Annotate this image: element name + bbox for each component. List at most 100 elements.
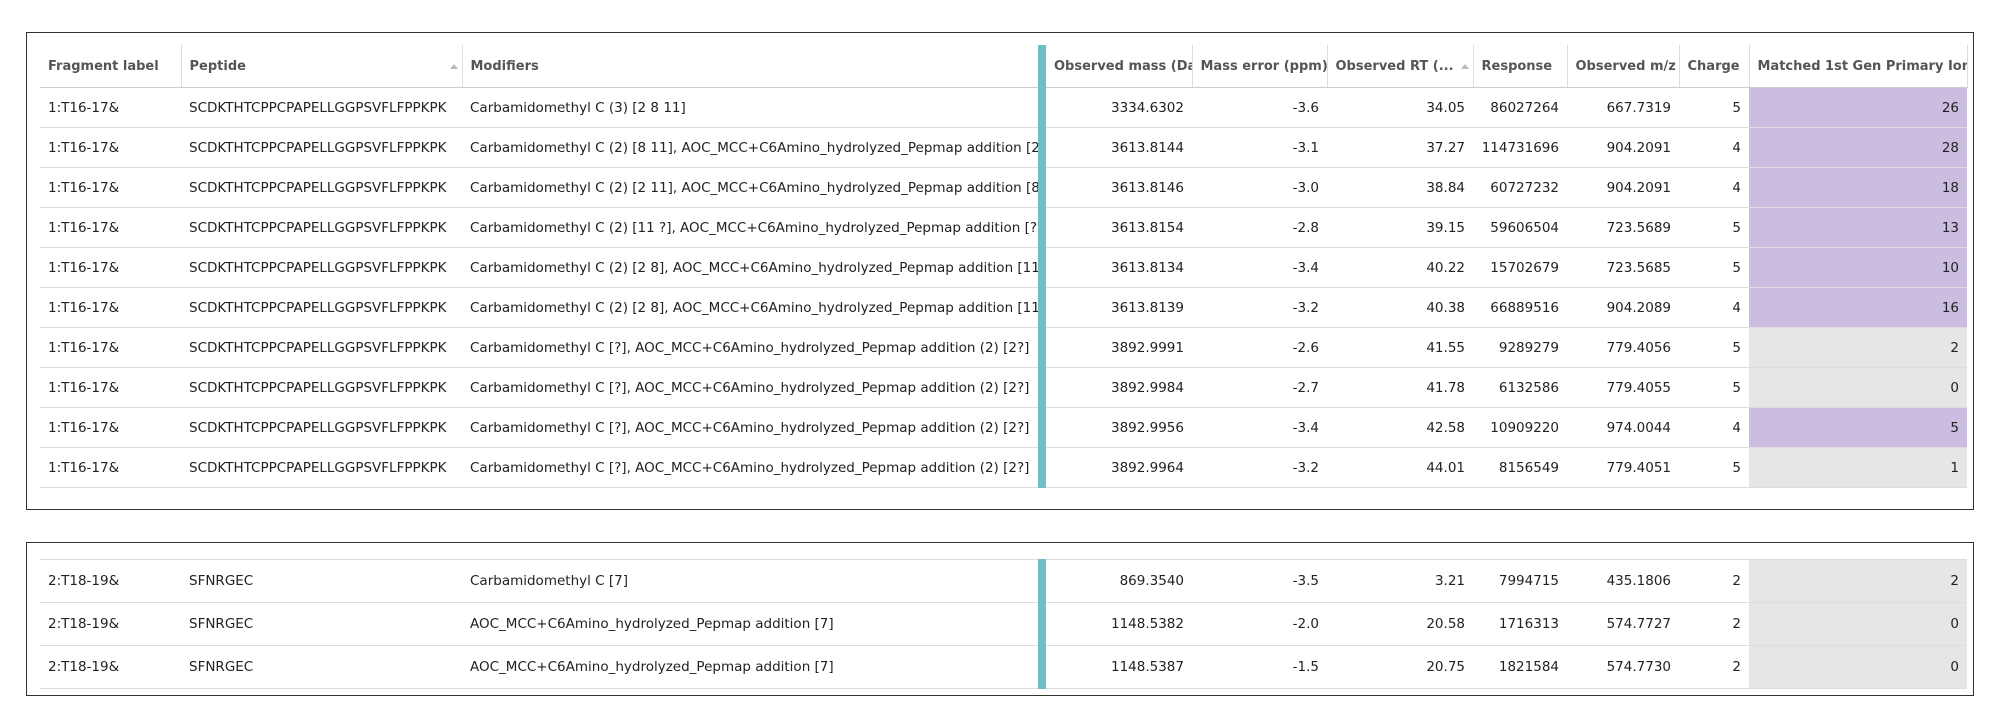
table-cell: 2:T18-19& <box>40 559 181 603</box>
table-cell: 5 <box>1679 327 1749 368</box>
table-cell: 41.55 <box>1327 327 1473 368</box>
table-cell: 3613.8134 <box>1038 247 1192 288</box>
table-cell: 1:T16-17& <box>40 447 181 488</box>
table-cell: 2:T18-19& <box>40 602 181 646</box>
table-cell: 779.4056 <box>1567 327 1679 368</box>
table-row[interactable]: 1:T16-17& SCDKTHTCPPCPAPELLGGPSVFLFPPKPK C… <box>40 247 1967 288</box>
column-header[interactable]: Observed mass (Da) <box>1038 45 1193 88</box>
table-cell: -1.5 <box>1192 645 1327 689</box>
fragment-table-panel: 2:T18-19& SFNRGEC Carbamidomethyl C [7] 869… <box>26 542 1974 696</box>
fragment-table-panel: Fragment label Peptide Modifiers Observed m… <box>26 32 1974 510</box>
table-cell: SCDKTHTCPPCPAPELLGGPSVFLFPPKPK <box>181 447 462 488</box>
table-cell: 1:T16-17& <box>40 127 181 168</box>
table-row[interactable]: 1:T16-17& SCDKTHTCPPCPAPELLGGPSVFLFPPKPK C… <box>40 87 1967 128</box>
table-cell: 2 <box>1679 602 1749 646</box>
table-cell: Carbamidomethyl C [?], AOC_MCC+C6Amino_h… <box>462 327 1042 368</box>
table-cell: SFNRGEC <box>181 645 462 689</box>
table-cell: 1:T16-17& <box>40 367 181 408</box>
table-cell: 40.22 <box>1327 247 1473 288</box>
table-cell: 2 <box>1749 327 1967 368</box>
table-cell: 0 <box>1749 645 1967 689</box>
table-cell: 904.2091 <box>1567 127 1679 168</box>
table-cell: 18 <box>1749 167 1967 208</box>
table-cell: 667.7319 <box>1567 87 1679 128</box>
table-row[interactable]: 2:T18-19& SFNRGEC Carbamidomethyl C [7] 869… <box>40 559 1967 603</box>
table-cell: 4 <box>1679 407 1749 448</box>
column-header[interactable]: Observed RT (... <box>1327 45 1474 88</box>
table-cell: 41.78 <box>1327 367 1473 408</box>
table-cell: AOC_MCC+C6Amino_hydrolyzed_Pepmap additi… <box>462 645 1042 689</box>
table-cell: 5 <box>1679 207 1749 248</box>
table-row[interactable]: 1:T16-17& SCDKTHTCPPCPAPELLGGPSVFLFPPKPK C… <box>40 167 1967 208</box>
table-cell: 904.2089 <box>1567 287 1679 328</box>
table-cell: 3613.8146 <box>1038 167 1192 208</box>
table-cell: 5 <box>1679 367 1749 408</box>
column-header[interactable]: Response <box>1473 45 1568 88</box>
table-cell: 16 <box>1749 287 1967 328</box>
table-cell: 1148.5387 <box>1038 645 1192 689</box>
table-cell: 869.3540 <box>1038 559 1192 603</box>
table-cell: Carbamidomethyl C [?], AOC_MCC+C6Amino_h… <box>462 447 1042 488</box>
table-cell: 974.0044 <box>1567 407 1679 448</box>
table-cell: 0 <box>1749 602 1967 646</box>
fragment-table: 2:T18-19& SFNRGEC Carbamidomethyl C [7] 869… <box>40 559 1967 689</box>
table-cell: 1:T16-17& <box>40 287 181 328</box>
table-cell: 44.01 <box>1327 447 1473 488</box>
table-cell: -2.8 <box>1192 207 1327 248</box>
table-cell: 779.4051 <box>1567 447 1679 488</box>
table-cell: 723.5689 <box>1567 207 1679 248</box>
table-cell: 34.05 <box>1327 87 1473 128</box>
table-cell: 1:T16-17& <box>40 247 181 288</box>
table-cell: -2.7 <box>1192 367 1327 408</box>
table-cell: -3.1 <box>1192 127 1327 168</box>
table-cell: 26 <box>1749 87 1967 128</box>
fragment-table: Fragment label Peptide Modifiers Observed m… <box>40 45 1968 488</box>
table-cell: Carbamidomethyl C (2) [11 ?], AOC_MCC+C6… <box>462 207 1042 248</box>
table-cell: 1:T16-17& <box>40 407 181 448</box>
table-row[interactable]: 1:T16-17& SCDKTHTCPPCPAPELLGGPSVFLFPPKPK C… <box>40 367 1967 408</box>
table-cell: SCDKTHTCPPCPAPELLGGPSVFLFPPKPK <box>181 167 462 208</box>
table-row[interactable]: 1:T16-17& SCDKTHTCPPCPAPELLGGPSVFLFPPKPK C… <box>40 447 1967 488</box>
table-cell: 3892.9991 <box>1038 327 1192 368</box>
table-cell: Carbamidomethyl C [?], AOC_MCC+C6Amino_h… <box>462 407 1042 448</box>
column-header[interactable]: Mass error (ppm) <box>1192 45 1328 88</box>
table-row[interactable]: 2:T18-19& SFNRGEC AOC_MCC+C6Amino_hydrolyz… <box>40 602 1967 646</box>
table-cell: 723.5685 <box>1567 247 1679 288</box>
column-header[interactable]: Matched 1st Gen Primary Ions <box>1749 45 1968 88</box>
table-cell: 2 <box>1679 645 1749 689</box>
column-header[interactable]: Peptide <box>181 45 463 88</box>
table-row[interactable]: 1:T16-17& SCDKTHTCPPCPAPELLGGPSVFLFPPKPK C… <box>40 287 1967 328</box>
table-row[interactable]: 1:T16-17& SCDKTHTCPPCPAPELLGGPSVFLFPPKPK C… <box>40 407 1967 448</box>
table-cell: Carbamidomethyl C (2) [2 8], AOC_MCC+C6A… <box>462 287 1042 328</box>
table-cell: 1:T16-17& <box>40 327 181 368</box>
table-cell: Carbamidomethyl C (3) [2 8 11] <box>462 87 1042 128</box>
table-cell: 5 <box>1679 87 1749 128</box>
column-header[interactable]: Modifiers <box>462 45 1043 88</box>
table-cell: 1716313 <box>1473 602 1567 646</box>
table-row[interactable]: 2:T18-19& SFNRGEC AOC_MCC+C6Amino_hydrolyz… <box>40 645 1967 689</box>
table-cell: -3.5 <box>1192 559 1327 603</box>
table-cell: -3.2 <box>1192 447 1327 488</box>
table-cell: 38.84 <box>1327 167 1473 208</box>
table-cell: 37.27 <box>1327 127 1473 168</box>
table-cell: 13 <box>1749 207 1967 248</box>
table-cell: 1 <box>1749 447 1967 488</box>
table-cell: 3613.8154 <box>1038 207 1192 248</box>
table-cell: 86027264 <box>1473 87 1567 128</box>
table-row[interactable]: 1:T16-17& SCDKTHTCPPCPAPELLGGPSVFLFPPKPK C… <box>40 127 1967 168</box>
column-header[interactable]: Fragment label <box>40 45 182 88</box>
table-row[interactable]: 1:T16-17& SCDKTHTCPPCPAPELLGGPSVFLFPPKPK C… <box>40 207 1967 248</box>
column-header[interactable]: Observed m/z <box>1567 45 1680 88</box>
table-cell: SCDKTHTCPPCPAPELLGGPSVFLFPPKPK <box>181 367 462 408</box>
table-cell: 1821584 <box>1473 645 1567 689</box>
table-cell: Carbamidomethyl C [?], AOC_MCC+C6Amino_h… <box>462 367 1042 408</box>
table-cell: -3.4 <box>1192 407 1327 448</box>
table-cell: 6132586 <box>1473 367 1567 408</box>
table-row[interactable]: 1:T16-17& SCDKTHTCPPCPAPELLGGPSVFLFPPKPK C… <box>40 327 1967 368</box>
table-cell: 8156549 <box>1473 447 1567 488</box>
table-cell: 40.38 <box>1327 287 1473 328</box>
table-cell: 42.58 <box>1327 407 1473 448</box>
table-cell: SCDKTHTCPPCPAPELLGGPSVFLFPPKPK <box>181 287 462 328</box>
column-header[interactable]: Charge <box>1679 45 1750 88</box>
